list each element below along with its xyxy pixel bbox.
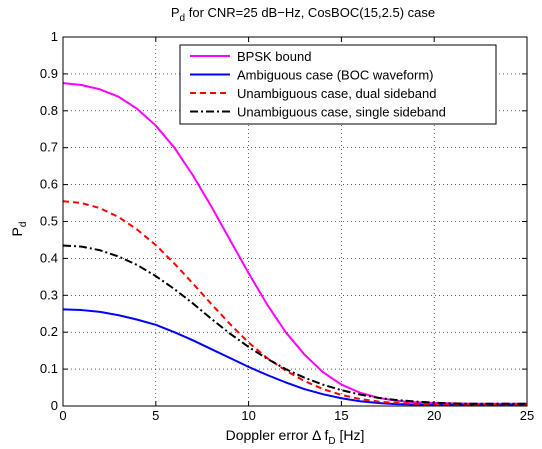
plot-frame — [62, 36, 528, 407]
x-tick-label: 5 — [152, 408, 159, 423]
y-tick-label: 0.2 — [40, 324, 58, 339]
y-tick-label: 0.8 — [40, 103, 58, 118]
y-tick-label: 1 — [51, 29, 58, 44]
legend-label-1: BPSK bound — [237, 49, 311, 64]
x-tick-label: 20 — [427, 408, 441, 423]
x-tick-label: 25 — [520, 408, 534, 423]
legend-box — [179, 44, 497, 125]
x-axis-label: Doppler error Δ fD [Hz] — [226, 427, 365, 447]
series-line-4 — [62, 244, 527, 405]
legend-label-3: Unambiguous case, dual sideband — [237, 86, 436, 101]
y-tick-label: 0.6 — [40, 177, 58, 192]
data-series — [62, 82, 527, 406]
legend-label-4: Unambiguous case, single sideband — [237, 105, 446, 120]
y-tick-label: 0 — [51, 398, 58, 413]
chart-title: Pd for CNR=25 dB−Hz, CosBOC(15,2.5) case — [171, 5, 435, 24]
y-tick-label: 0.4 — [40, 250, 58, 265]
legend: BPSK bound Ambiguous case (BOC waveform) U… — [179, 44, 497, 125]
legend-label-2: Ambiguous case (BOC waveform) — [237, 68, 434, 83]
x-tick-label: 0 — [59, 408, 66, 423]
y-tick-label: 0.3 — [40, 287, 58, 302]
y-tick-label: 0.1 — [40, 361, 58, 376]
series-line-2 — [62, 308, 527, 406]
axis-ticks: 0 5 10 15 20 25 0 0.1 0.2 0.3 0.4 0.5 0.6 0.7 0.8 0.9 1 — [40, 29, 534, 423]
x-tick-label: 15 — [334, 408, 348, 423]
y-tick-label: 0.7 — [40, 140, 58, 155]
x-tick-label: 10 — [241, 408, 255, 423]
y-tick-label: 0.5 — [40, 214, 58, 229]
series-line-3 — [62, 200, 527, 406]
y-tick-label: 0.9 — [40, 66, 58, 81]
y-axis-label: Pd — [9, 222, 29, 237]
